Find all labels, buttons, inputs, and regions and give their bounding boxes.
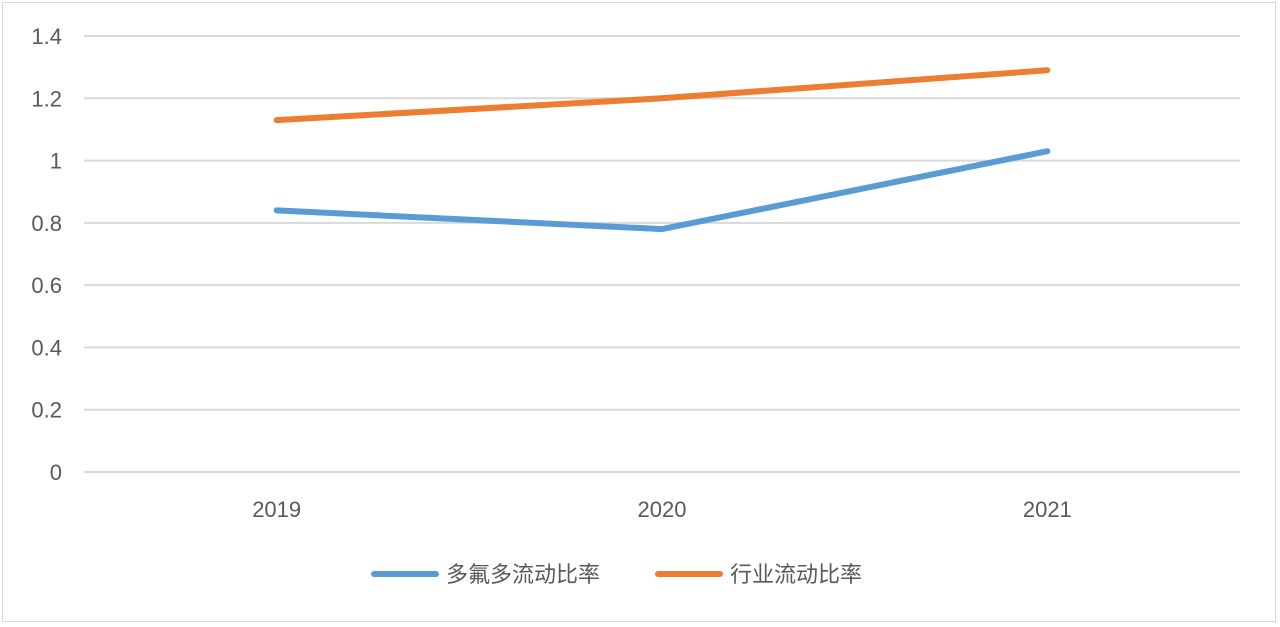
y-tick-label: 1 (50, 149, 62, 174)
x-tick-label: 2019 (252, 497, 301, 522)
y-axis-tick-labels: 0 0.2 0.4 0.6 0.8 1 1.2 1.4 (31, 24, 62, 485)
x-axis-tick-labels: 2019 2020 2021 (252, 497, 1072, 522)
y-tick-label: 1.2 (31, 86, 62, 111)
y-tick-label: 0.2 (31, 398, 62, 423)
y-tick-label: 0 (50, 460, 62, 485)
series-line-1 (273, 67, 1051, 124)
legend: 多氟多流动比率 行业流动比率 (371, 563, 862, 588)
gridlines (84, 35, 1240, 473)
series-lines (273, 67, 1051, 233)
x-tick-label: 2021 (1023, 497, 1072, 522)
y-tick-label: 0.8 (31, 211, 62, 236)
legend-label: 多氟多流动比率 (446, 563, 600, 588)
y-tick-label: 0.6 (31, 273, 62, 298)
legend-label: 行业流动比率 (730, 563, 862, 588)
series-line-0 (273, 148, 1051, 233)
y-tick-label: 0.4 (31, 335, 62, 360)
y-tick-label: 1.4 (31, 24, 62, 49)
x-tick-label: 2020 (638, 497, 687, 522)
